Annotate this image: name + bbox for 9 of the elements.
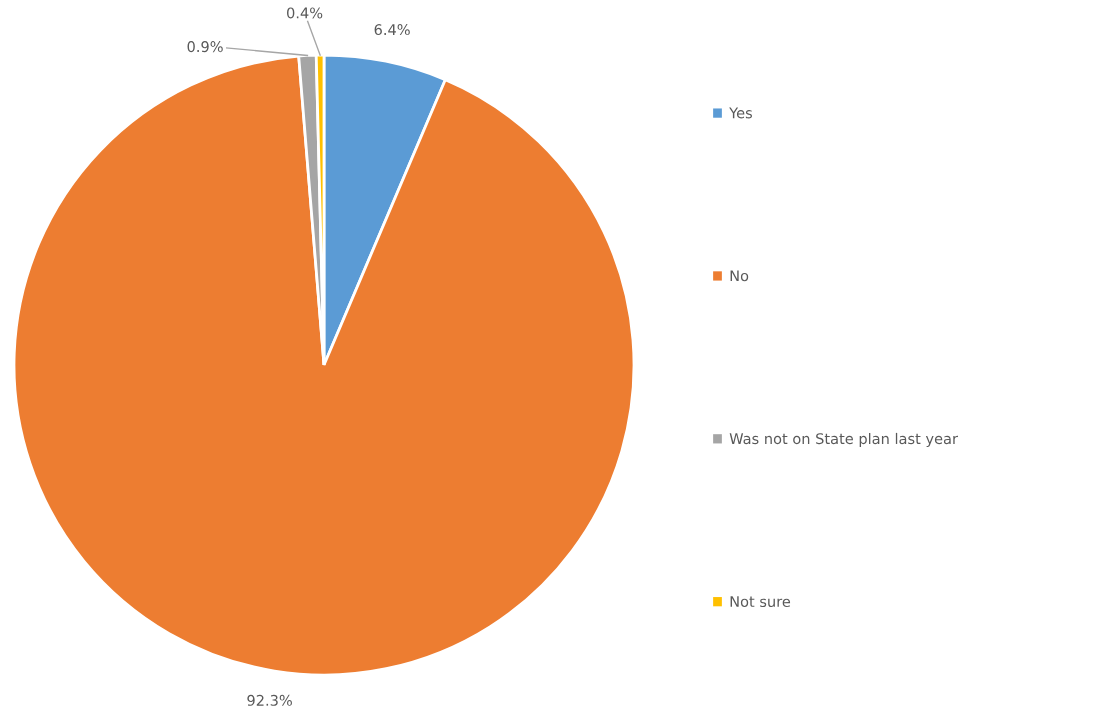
data-label: 6.4% xyxy=(374,24,410,36)
legend-label: Was not on State plan last year xyxy=(729,432,958,447)
pie-slice xyxy=(12,54,636,677)
legend-label: No xyxy=(730,270,749,282)
legend-label: Yes xyxy=(729,107,752,119)
data-label: 0.4% xyxy=(287,7,323,19)
legend-label: Not sure xyxy=(730,596,791,608)
data-label: 0.9% xyxy=(187,41,223,53)
data-label: 92.3% xyxy=(247,694,292,706)
